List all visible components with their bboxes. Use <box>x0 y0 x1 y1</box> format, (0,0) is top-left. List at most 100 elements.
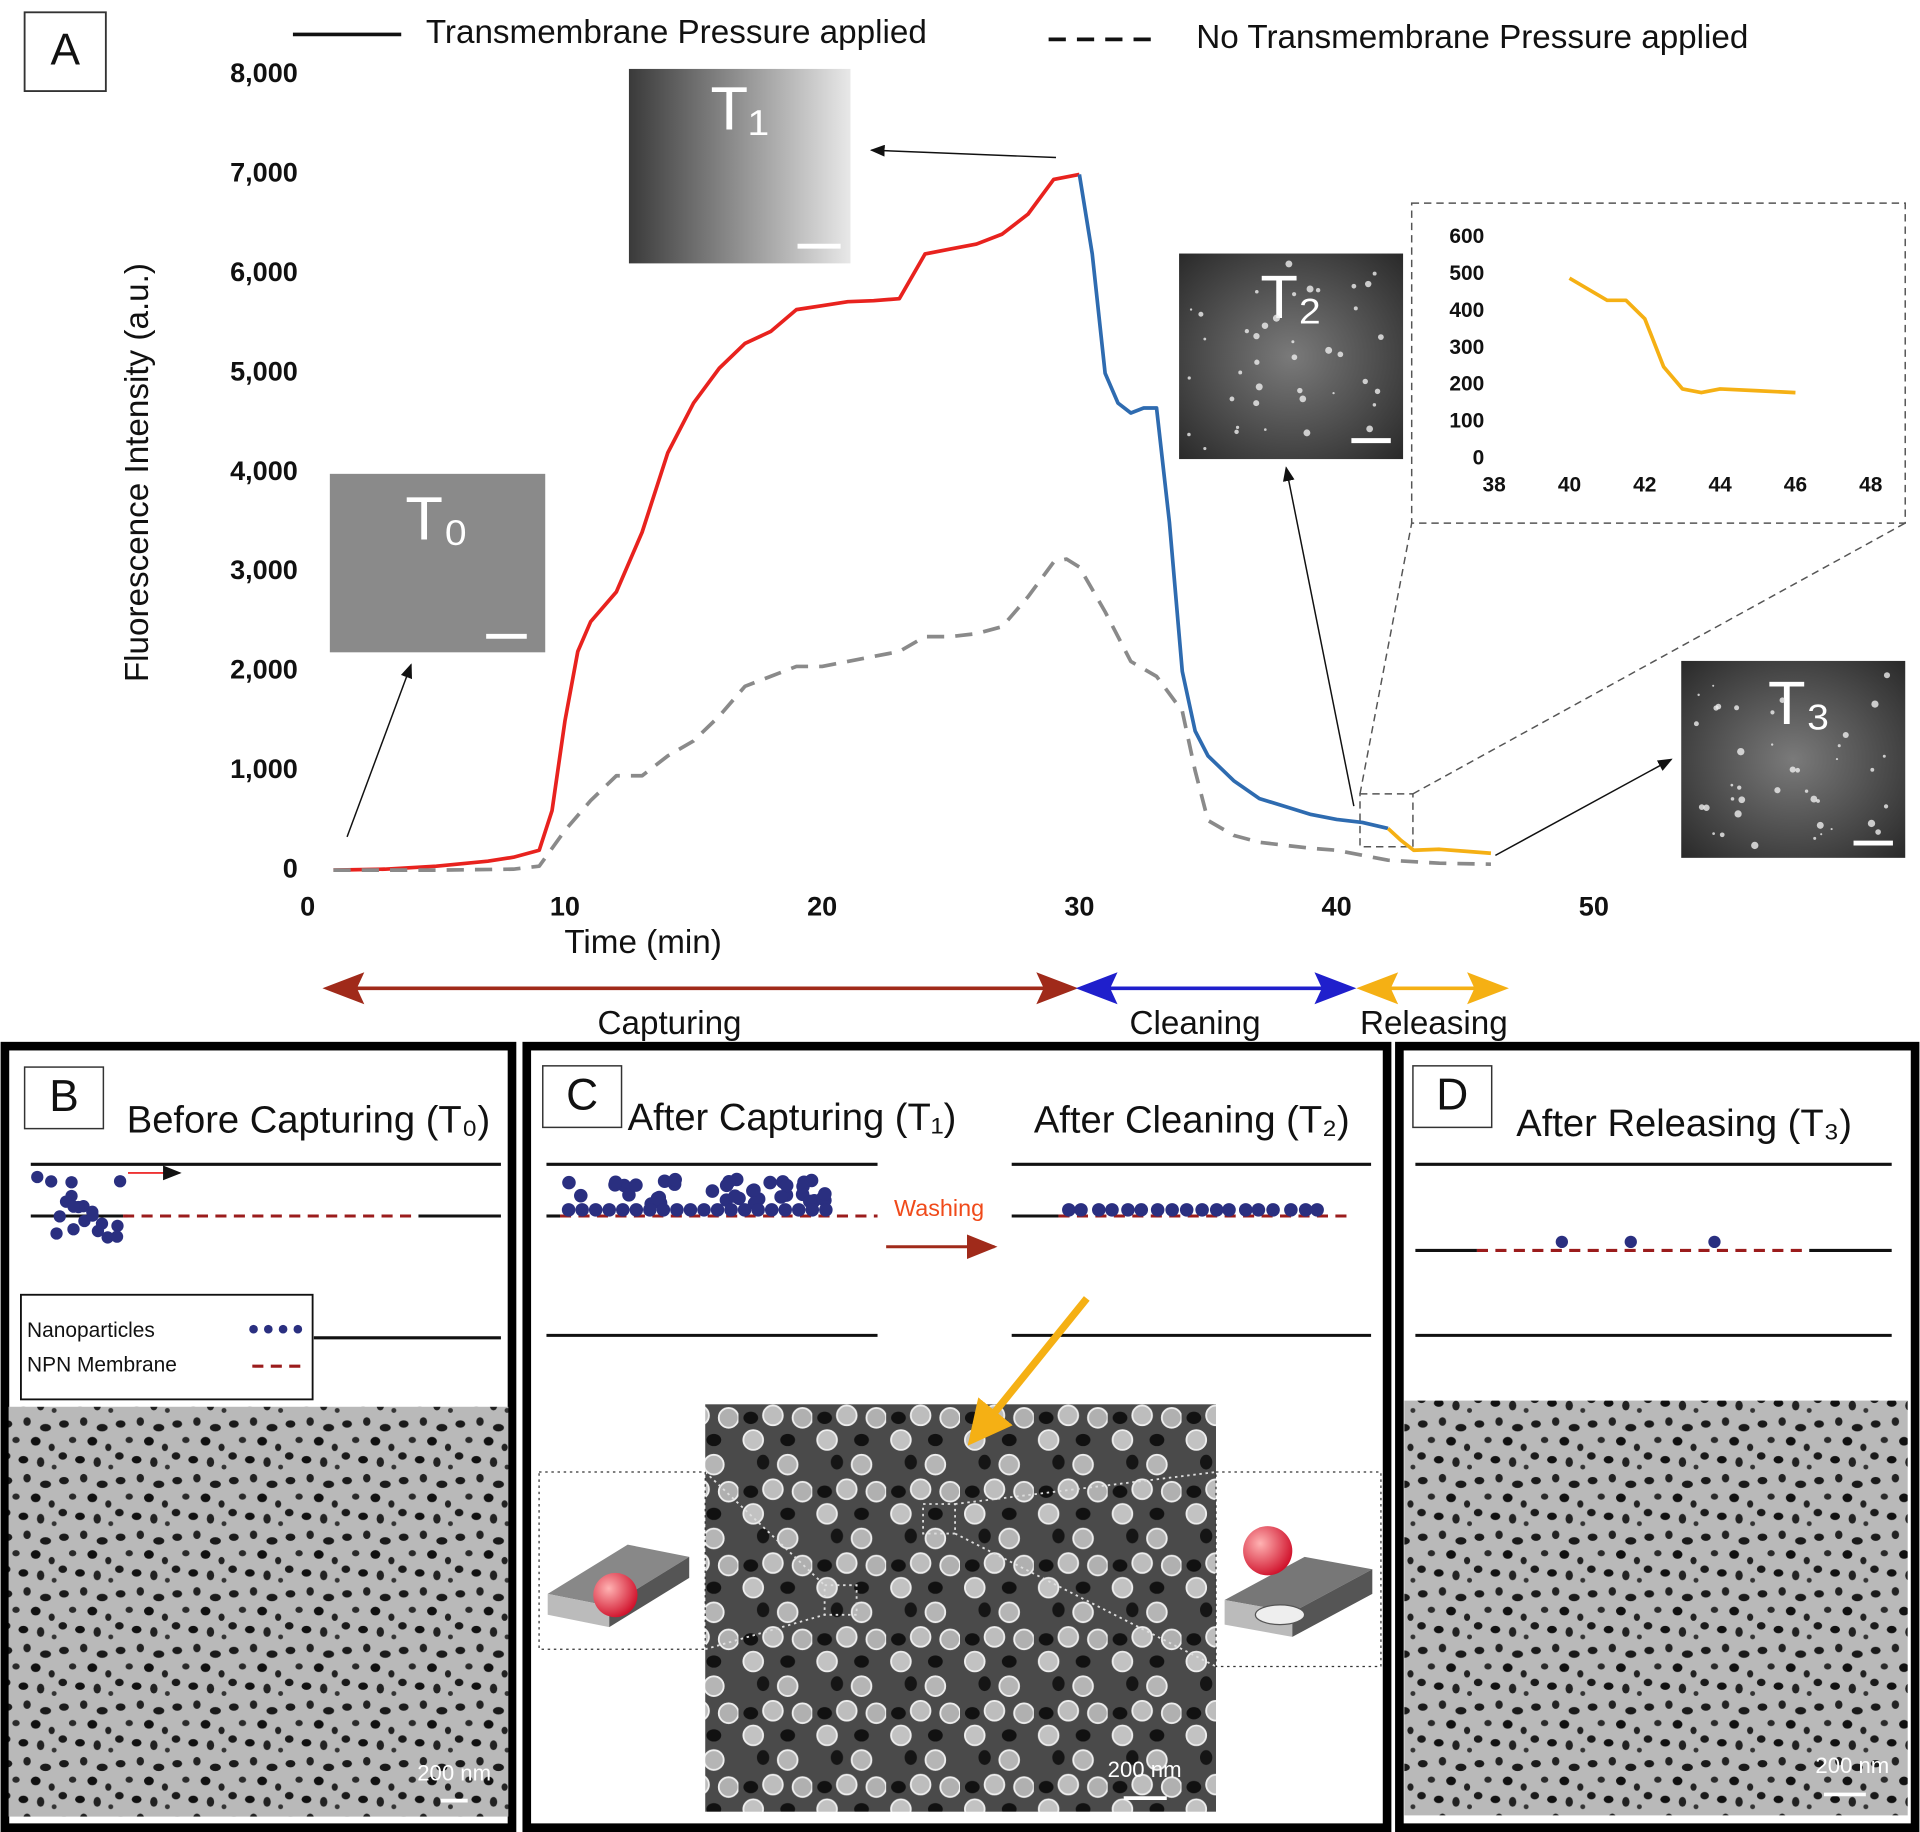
spot <box>1730 783 1734 787</box>
spot <box>1871 700 1879 708</box>
spot <box>1779 697 1786 703</box>
channel-lines <box>1415 1162 1892 1337</box>
x-tick-label: 46 <box>1784 474 1807 497</box>
panel-title: After Capturing (T₁) <box>628 1096 957 1139</box>
zoom-guides <box>704 1471 1217 1668</box>
particle <box>728 1189 742 1203</box>
spot <box>1244 328 1249 334</box>
particle <box>724 1203 738 1217</box>
y-tick-label: 300 <box>1449 336 1484 359</box>
particle <box>643 1203 657 1217</box>
legend-symbol <box>249 1324 303 1334</box>
particle <box>602 1203 616 1217</box>
particle <box>722 1175 736 1189</box>
spot <box>1835 757 1839 761</box>
particle <box>629 1203 644 1217</box>
y-axis-title: Fluorescence Intensity (a.u.) <box>119 263 156 682</box>
spot <box>1372 271 1377 276</box>
y-tick-label: 500 <box>1449 262 1484 285</box>
panel-label: D <box>1436 1071 1468 1120</box>
spot <box>1774 787 1781 794</box>
spot <box>1238 370 1243 375</box>
spot <box>1366 425 1374 433</box>
y-tick-label: 1,000 <box>230 753 298 784</box>
spot <box>1325 346 1333 354</box>
particle <box>818 1187 832 1201</box>
particle <box>779 1178 794 1193</box>
spot <box>1738 796 1746 804</box>
particle <box>1092 1203 1106 1217</box>
panel-frames <box>0 1041 1920 1832</box>
spot <box>1203 337 1207 341</box>
scale-bar-label: 200 nm <box>1108 1757 1182 1782</box>
spot <box>1883 672 1891 679</box>
nanoparticles <box>31 1170 127 1244</box>
spot <box>1253 332 1260 340</box>
spot <box>1198 311 1204 317</box>
sem-image <box>1404 1400 1908 1816</box>
spot <box>1713 705 1719 711</box>
x-tick-label: 10 <box>550 890 580 921</box>
spot <box>1882 754 1886 758</box>
particle <box>45 1175 58 1188</box>
x-axis-title: Time (min) <box>564 924 721 961</box>
series-line <box>333 172 1080 872</box>
legend-label: Nanoparticles <box>27 1319 155 1342</box>
particle <box>1074 1203 1088 1217</box>
spot <box>1830 827 1833 831</box>
panel-title: After Cleaning (T₂) <box>1034 1099 1350 1142</box>
spot <box>1816 821 1824 829</box>
x-tick-label: 50 <box>1579 890 1609 921</box>
spot <box>1734 705 1740 711</box>
y-tick-label: 100 <box>1449 410 1484 433</box>
spot <box>1187 376 1191 380</box>
y-tick-label: 4,000 <box>230 455 298 486</box>
spot <box>1299 395 1307 403</box>
spot <box>1372 403 1377 407</box>
particle <box>764 1203 779 1217</box>
x-tick-label: 42 <box>1633 474 1656 497</box>
particle <box>819 1203 833 1217</box>
y-tick-label: 200 <box>1449 373 1484 396</box>
series-line <box>333 557 1491 872</box>
spot <box>1789 766 1796 773</box>
particle <box>588 1203 603 1217</box>
spot <box>1737 785 1742 790</box>
spot <box>1795 767 1801 773</box>
image-label: T₀ <box>405 484 468 553</box>
spot <box>1306 285 1314 293</box>
x-tick-label: 40 <box>1558 474 1581 497</box>
particle <box>650 1191 665 1206</box>
phase-label: Capturing <box>598 1005 742 1042</box>
spot <box>1734 810 1742 818</box>
particle <box>608 1175 623 1190</box>
particle <box>683 1203 698 1217</box>
image-label: T₂ <box>1260 263 1321 332</box>
y-tick-label: 3,000 <box>230 554 298 585</box>
particle <box>1238 1203 1253 1217</box>
sem-image <box>8 1406 509 1817</box>
spot <box>1253 400 1260 407</box>
particle <box>751 1203 765 1217</box>
particle <box>65 1176 78 1189</box>
particle <box>1209 1203 1224 1217</box>
panel-label-box <box>23 1066 105 1130</box>
panel-label: B <box>49 1072 79 1121</box>
particle <box>111 1219 124 1233</box>
spot <box>1719 832 1725 838</box>
spot <box>1235 425 1240 429</box>
micrograph <box>329 473 546 653</box>
spot <box>1804 789 1809 793</box>
spot <box>1261 322 1269 329</box>
x-tick-label: 20 <box>807 890 837 921</box>
spot <box>1770 710 1775 715</box>
panel-label-box <box>1412 1065 1493 1129</box>
particle <box>805 1203 820 1217</box>
sem-image <box>705 1404 1216 1812</box>
y-tick-label: 7,000 <box>230 157 298 188</box>
nanoparticles <box>1555 1235 1721 1248</box>
panel-title: After Releasing (T₃) <box>1516 1102 1852 1145</box>
panel-title: Before Capturing (T₀) <box>127 1099 490 1142</box>
spot <box>1291 340 1295 344</box>
